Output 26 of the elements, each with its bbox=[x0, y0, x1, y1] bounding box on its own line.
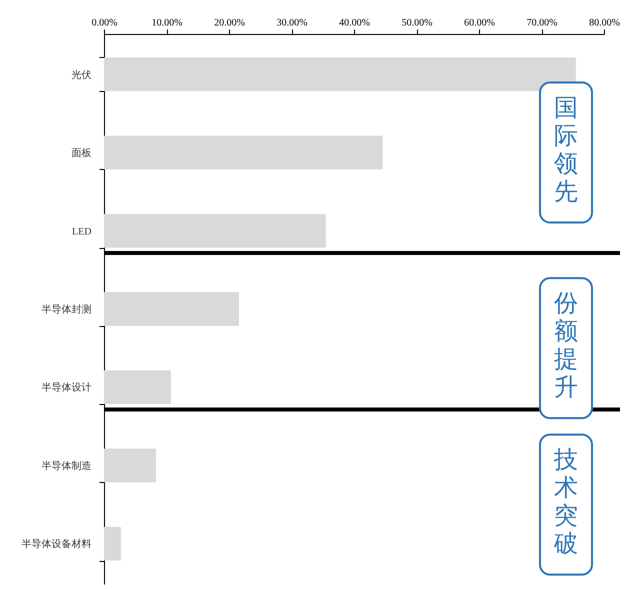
y-tick-label: 半导体封测 bbox=[42, 304, 92, 316]
y-tick-label: 半导体设备材料 bbox=[22, 538, 92, 550]
x-tick-label: 40.00% bbox=[339, 18, 370, 28]
x-tick-label: 70.00% bbox=[526, 18, 558, 28]
x-tick-label: 30.00% bbox=[276, 18, 308, 28]
band-label: 国际领先 bbox=[554, 96, 578, 206]
bar bbox=[104, 370, 171, 404]
bar bbox=[104, 448, 156, 482]
y-tick-label: 光伏 bbox=[72, 68, 92, 81]
x-tick-label: 50.00% bbox=[402, 18, 432, 28]
x-tick-label: 20.00% bbox=[214, 18, 245, 28]
y-tick-label: 半导体制造 bbox=[42, 460, 92, 472]
x-tick-label: 10.00% bbox=[152, 18, 182, 28]
bar bbox=[104, 292, 239, 326]
bar bbox=[104, 136, 383, 170]
x-tick-label: 80.00% bbox=[589, 18, 620, 28]
x-tick-label: 0.00% bbox=[92, 18, 118, 28]
y-tick-label: 半导体设计 bbox=[42, 382, 92, 394]
bar bbox=[104, 214, 326, 248]
x-tick-label: 60.00% bbox=[464, 18, 495, 28]
bar bbox=[104, 57, 576, 92]
band-label: 技术突破 bbox=[553, 448, 578, 558]
y-tick-label: 面板 bbox=[72, 147, 92, 160]
bar bbox=[104, 526, 121, 561]
y-tick-label: LED bbox=[72, 226, 92, 238]
band-label: 份额提升 bbox=[554, 291, 578, 402]
